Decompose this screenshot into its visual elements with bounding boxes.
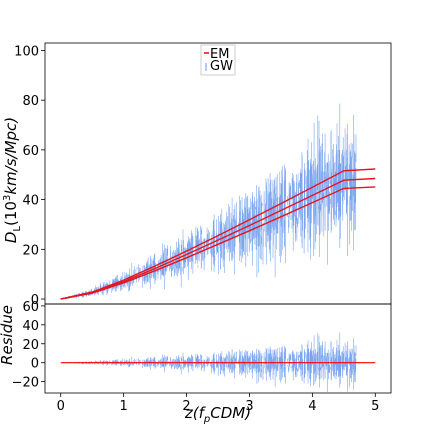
- residual-y-tick-label: 0: [31, 357, 39, 372]
- main-y-tick-label: 60: [22, 144, 39, 159]
- legend: EM GW: [200, 44, 236, 76]
- x-tick-label: 1: [119, 399, 127, 414]
- residual-y-tick-label: 60: [22, 300, 39, 315]
- em-curve-center: [60, 177, 376, 300]
- legend-box: [200, 44, 236, 76]
- em-curve-upper: [60, 168, 376, 300]
- gw-errorbars: [65, 103, 357, 300]
- legend-em-label: EM: [210, 47, 229, 62]
- x-tick-label: 3: [245, 399, 253, 414]
- y-axis-label-main: DL(103km/s/Mpc): [2, 117, 23, 243]
- x-tick-label: 0: [57, 399, 65, 414]
- y-axis-label-residual: Residue: [0, 305, 16, 365]
- x-tick-label: 5: [371, 399, 379, 414]
- residual-y-tick-label: 20: [22, 338, 39, 353]
- main-y-tick-label: 0: [31, 293, 39, 308]
- em-curve-lower: [60, 186, 376, 300]
- legend-gw-label: GW: [210, 59, 233, 74]
- main-y-tick-label: 80: [22, 94, 39, 109]
- residual-plot-frame: [44, 303, 392, 394]
- main-y-tick-label: 100: [14, 44, 39, 59]
- x-tick-label: 4: [308, 399, 316, 414]
- residual-y-tick-label: −20: [12, 376, 39, 391]
- residual-panel: −20 0 20 40 60 0 1 2 3 4 5: [12, 300, 392, 414]
- x-axis-label: z(fpCDM): [184, 404, 251, 425]
- main-y-tick-label: 20: [22, 243, 39, 258]
- main-panel: 0 20 40 60 80 100: [14, 42, 392, 308]
- main-y-tick-label: 40: [22, 194, 39, 209]
- x-tick-label: 2: [182, 399, 190, 414]
- gw-residual-errorbars: [65, 332, 357, 392]
- residual-y-tick-label: 40: [22, 319, 39, 334]
